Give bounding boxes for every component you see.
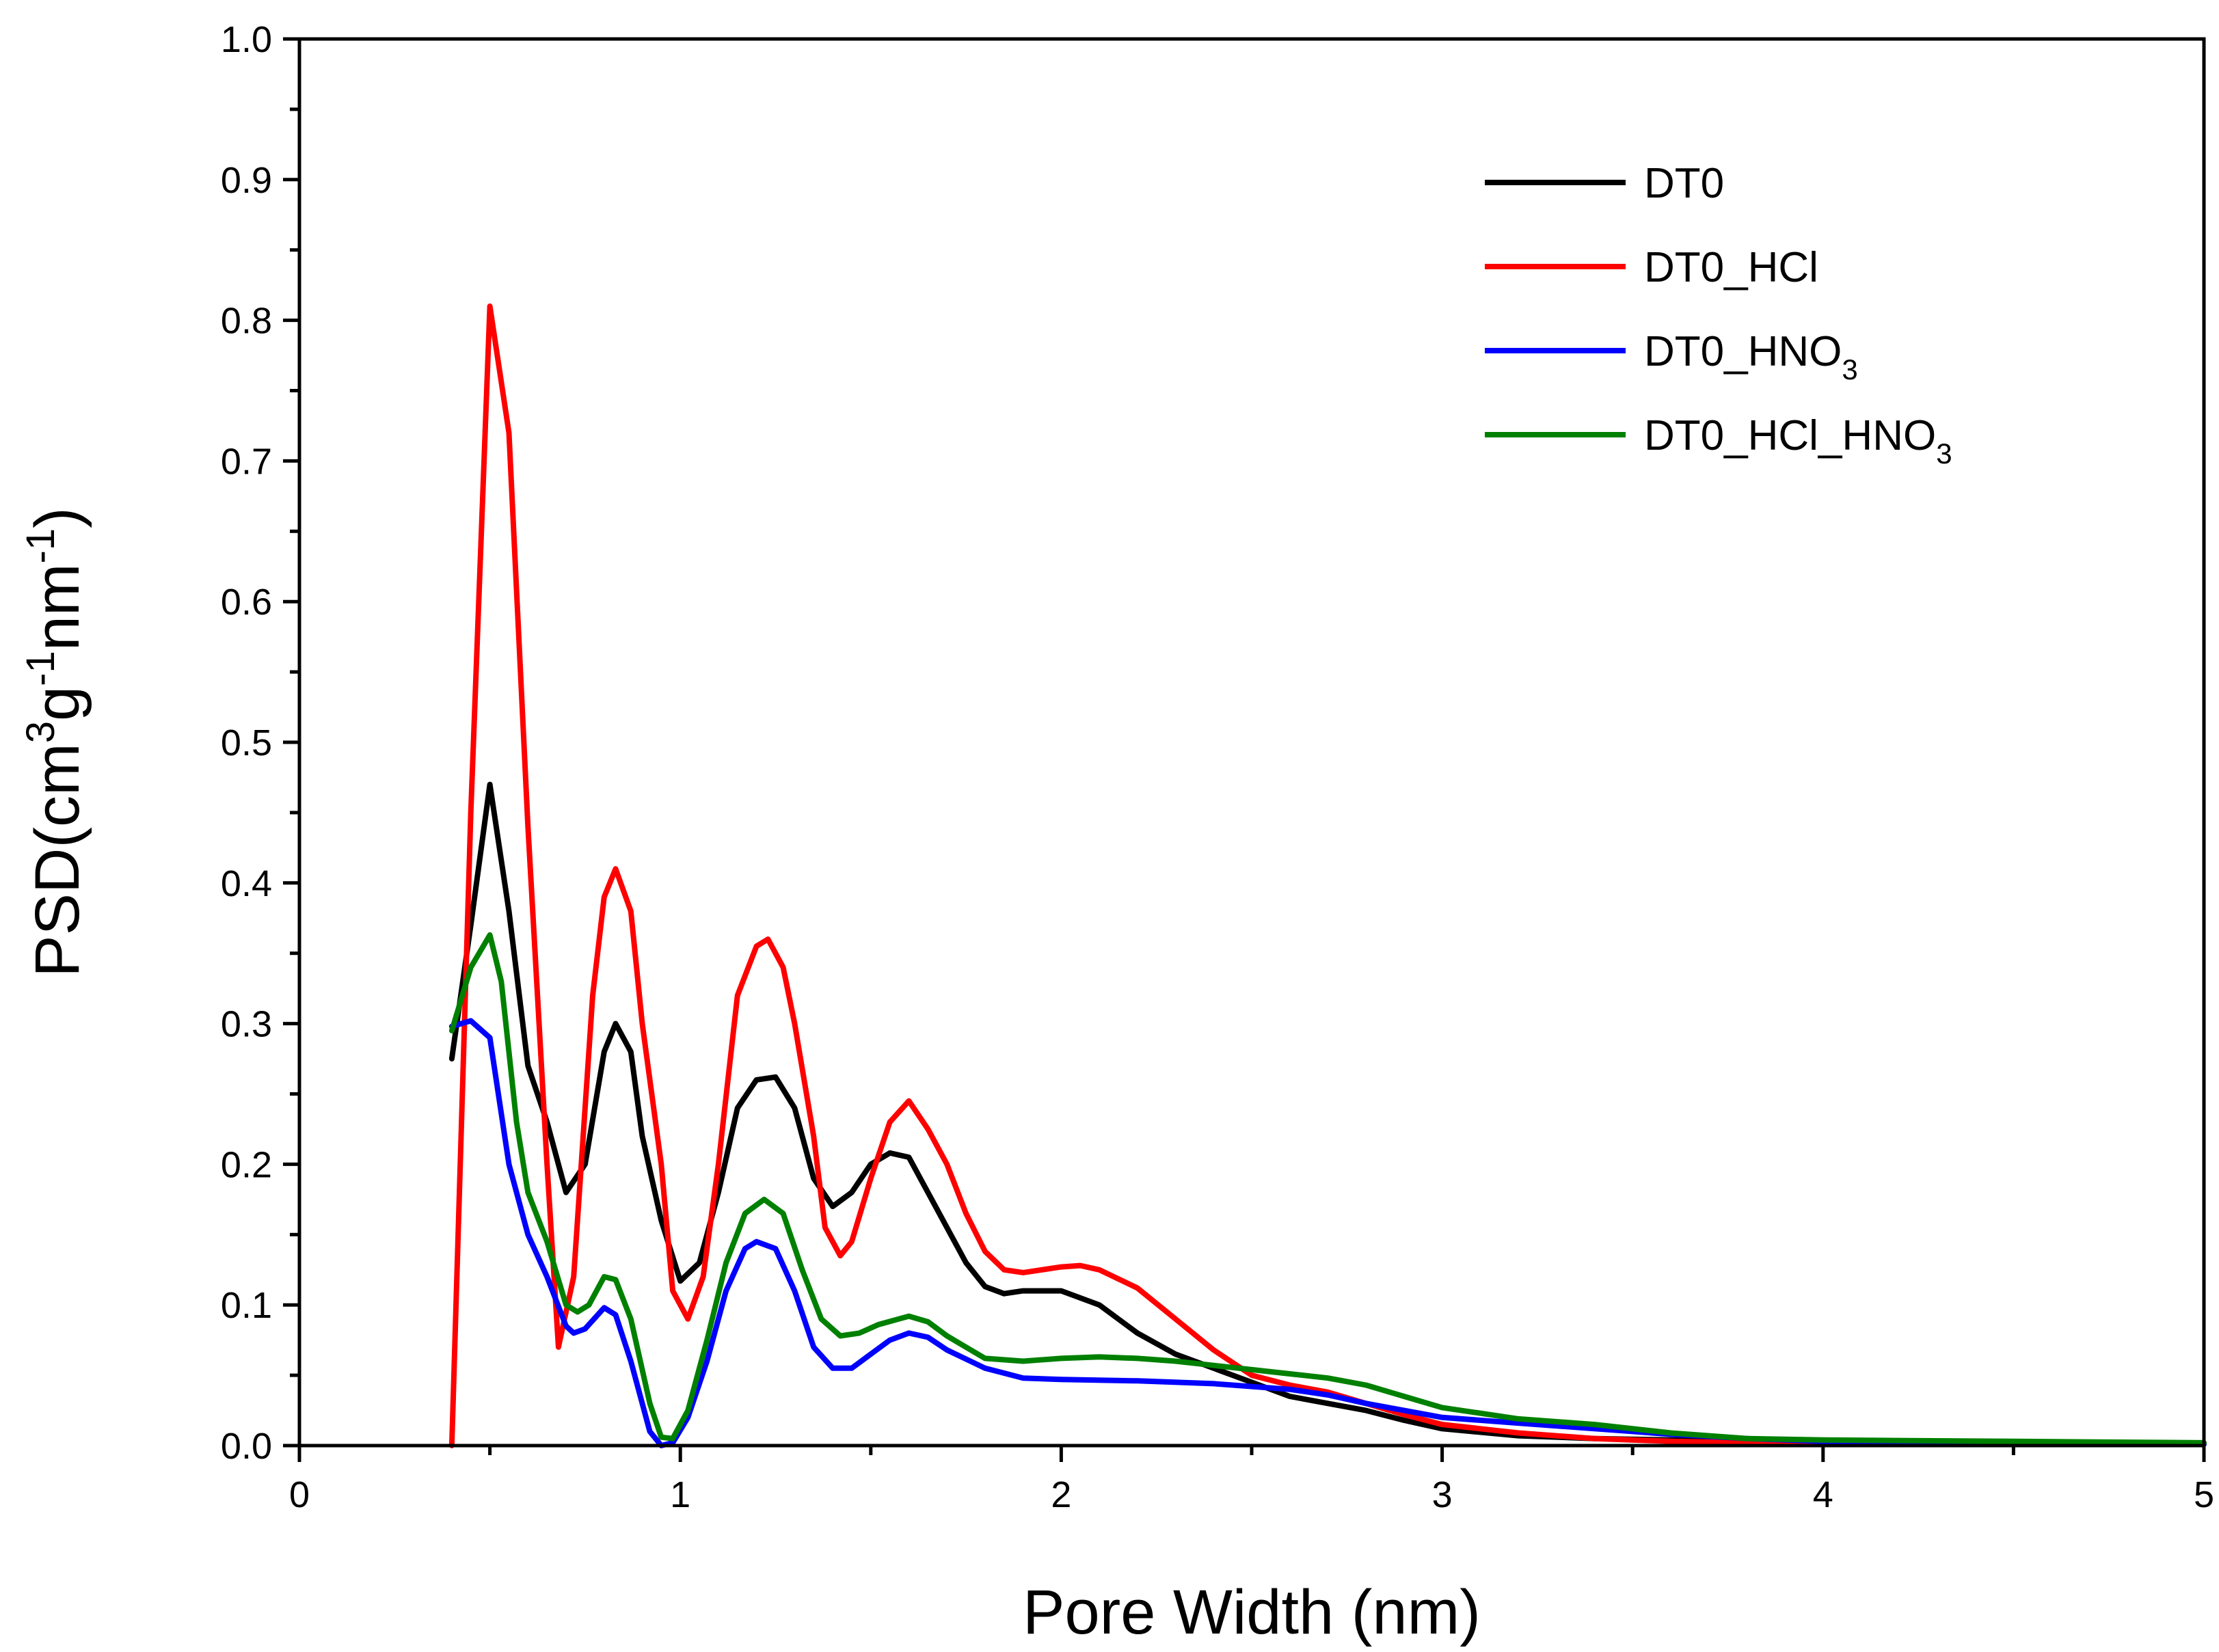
y-axis-title-sup-2: -1 <box>18 651 63 686</box>
x-tick-label-2: 2 <box>1051 1474 1071 1515</box>
legend-label-dt0-hcl: DT0_HCl <box>1644 244 1818 291</box>
series-group <box>448 303 2207 1448</box>
x-tick-label-4: 4 <box>1813 1474 1833 1515</box>
y-tick-label-1: 1.0 <box>221 19 272 60</box>
y-axis-title-end: ) <box>23 507 92 528</box>
y-axis-title-mid: g <box>23 686 92 721</box>
axis-ticks: 0 1 2 3 4 5 0.0 0.1 0.2 0.3 0.4 0.5 0.6 0.7 0.8 0.9 1.0 <box>221 19 2214 1515</box>
plot-frame <box>297 37 2206 1448</box>
y-axis-title-mid-2: nm <box>23 563 92 651</box>
y-axis-title-sup-3: -1 <box>18 528 63 564</box>
legend-label-dt0-hno3: DT0_HNO3 <box>1644 328 1858 385</box>
y-axis-title-sup-1: 3 <box>18 721 63 743</box>
legend-label-main: DT0_HNO <box>1644 328 1842 375</box>
legend-label-main: DT0 <box>1644 160 1724 207</box>
y-tick-label-0.8: 0.8 <box>221 301 272 342</box>
y-tick-label-0: 0.0 <box>221 1426 272 1467</box>
legend-label-main: DT0_HCl_HNO <box>1644 412 1936 459</box>
y-tick-label-0.5: 0.5 <box>221 722 272 763</box>
y-tick-label-0.7: 0.7 <box>221 441 272 482</box>
y-tick-label-0.6: 0.6 <box>221 582 272 623</box>
series-line-dt0-hcl-hno3 <box>448 932 2207 1446</box>
legend-label-main: DT0_HCl <box>1644 244 1818 291</box>
series-line-dt0 <box>448 781 2207 1447</box>
y-tick-label-0.4: 0.4 <box>221 863 272 904</box>
x-tick-label-3: 3 <box>1432 1474 1453 1515</box>
y-axis-title-base: PSD(cm <box>23 743 92 977</box>
y-tick-label-0.1: 0.1 <box>221 1285 272 1326</box>
y-tick-label-0.9: 0.9 <box>221 160 272 201</box>
legend-label-subscript: 3 <box>1842 353 1857 385</box>
y-axis-title: PSD(cm3g-1nm-1) <box>18 507 92 977</box>
legend-label-dt0: DT0 <box>1644 160 1724 207</box>
legend-label-subscript: 3 <box>1936 437 1952 470</box>
x-tick-label-1: 1 <box>670 1474 690 1515</box>
series-line-dt0-hno3 <box>448 1018 2207 1448</box>
x-tick-label-5: 5 <box>2194 1474 2214 1515</box>
legend-label-dt0-hcl-hno3: DT0_HCl_HNO3 <box>1644 412 1952 470</box>
y-tick-label-0.2: 0.2 <box>221 1144 272 1185</box>
x-tick-label-0: 0 <box>289 1474 310 1515</box>
x-axis-title: Pore Width (nm) <box>1023 1577 1481 1647</box>
y-tick-label-0.3: 0.3 <box>221 1004 272 1045</box>
